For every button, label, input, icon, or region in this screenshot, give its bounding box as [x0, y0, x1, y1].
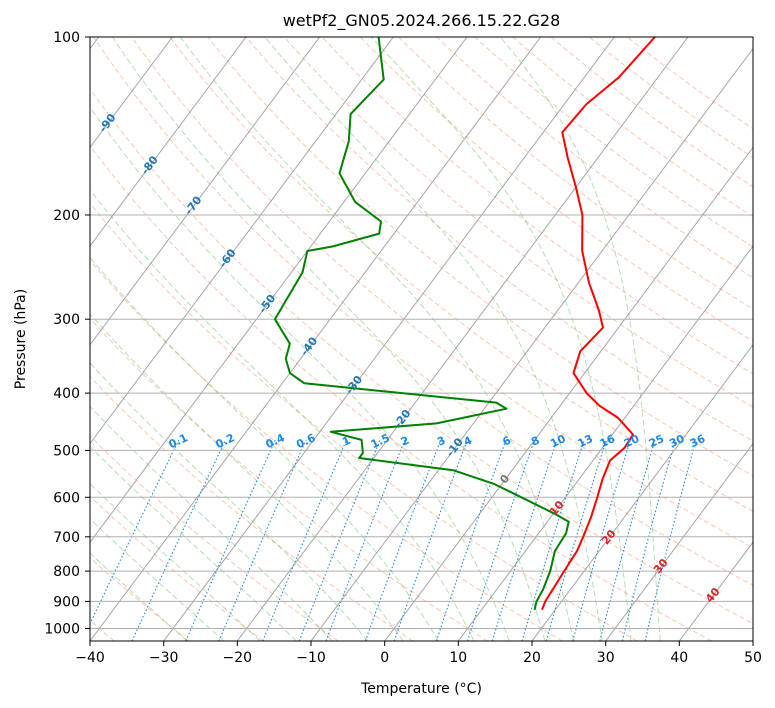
mixing-ratio-line: [298, 439, 381, 641]
moist-adiabat: [90, 106, 510, 641]
mixing-ratio-label: 10: [548, 432, 568, 450]
isotherm: [90, 37, 468, 544]
x-tick-label: −30: [149, 650, 179, 666]
dry-adiabat: [90, 88, 753, 625]
isotherm: [90, 37, 247, 247]
isotherm: [90, 37, 542, 641]
x-tick-label: 40: [670, 650, 688, 666]
moist-adiabat: [179, 37, 575, 641]
isotherm: [310, 47, 753, 641]
moist-adiabat: [90, 445, 297, 641]
isotherm: [90, 37, 394, 445]
isotherm: [531, 343, 753, 641]
mixing-ratio-line: [644, 439, 697, 641]
x-axis: −40 −30 −20 −10 0 10 20 30 40 50: [75, 641, 762, 666]
mixing-ratio-line: [262, 439, 348, 641]
y-tick-label: 1000: [44, 622, 80, 638]
mixing-ratio-label: 25: [647, 432, 666, 450]
y-tick-label: 600: [53, 490, 80, 506]
moist-adiabat: [90, 313, 404, 641]
dry-adiabat: [131, 37, 753, 549]
mixing-ratio-line: [185, 439, 276, 641]
moist-adiabat: [90, 405, 333, 641]
mixing-ratio-line: [393, 439, 468, 641]
isotherm: [163, 37, 615, 641]
y-tick-label: 100: [53, 30, 80, 46]
x-tick-label: 50: [744, 650, 762, 666]
x-tick-label: 0: [380, 650, 389, 666]
y-tick-label: 500: [53, 443, 80, 459]
isotherm: [236, 37, 689, 641]
mixing-ratio-label: 30: [667, 432, 687, 450]
mixing-ratio-line: [621, 439, 676, 641]
x-tick-label: 30: [597, 650, 615, 666]
dry-adiabat: [245, 37, 753, 442]
mixing-ratio-line: [90, 439, 180, 626]
y-tick-label: 400: [53, 386, 80, 402]
dry-adiabat: [360, 37, 753, 342]
mixing-ratio-label: 16: [598, 432, 618, 450]
mixing-ratio-line: [218, 439, 307, 641]
moist-adiabat: [371, 37, 632, 641]
profile-series: [273, 37, 656, 611]
background-lines: [90, 37, 753, 641]
x-tick-label: −40: [75, 650, 105, 666]
moist-adiabat: [90, 256, 439, 641]
dry-adiabat: [398, 37, 753, 310]
isotherm: [384, 146, 753, 641]
moist-adiabat: [264, 37, 603, 641]
mixing-ratio-label: 36: [688, 432, 708, 450]
moist-adiabat: [90, 362, 369, 641]
y-tick-label: 200: [53, 208, 80, 224]
isotherm: [457, 245, 753, 641]
y-axis: 100 200 300 400 500 600 700 800 900 1000: [44, 30, 90, 638]
y-axis-label: Pressure (hPa): [13, 289, 29, 389]
moist-adiabat: [90, 482, 261, 641]
mixing-ratio-line: [435, 439, 507, 641]
plot-frame: [89, 36, 754, 642]
y-tick-label: 300: [53, 312, 80, 328]
mixing-ratio-line: [131, 439, 227, 641]
y-tick-label: 800: [53, 564, 80, 580]
y-tick-label: 900: [53, 594, 80, 610]
dry-adiabat: [90, 317, 488, 641]
x-tick-label: 10: [449, 650, 467, 666]
pressure-grid: [90, 37, 753, 629]
dry-adiabat: [474, 37, 753, 248]
dry-adiabat: [90, 495, 264, 641]
x-tick-label: −20: [223, 650, 253, 666]
moist-adiabat: [90, 189, 475, 641]
temperature-profile: [541, 37, 656, 611]
dry-adiabat: [283, 37, 753, 408]
isotherm: [90, 37, 321, 346]
isotherm: [90, 37, 173, 149]
x-tick-label: 20: [523, 650, 541, 666]
moist-adiabat: [111, 37, 546, 641]
moist-adiabat: [500, 37, 661, 641]
mixing-ratio-line: [599, 439, 656, 641]
dewpoint-profile: [273, 37, 570, 611]
mixing-ratio-line: [466, 439, 535, 641]
isotherm: [605, 442, 753, 641]
dry-adiabat: [93, 37, 753, 586]
mixing-ratio-label: 20: [622, 432, 642, 450]
mixing-ratio-label: 13: [576, 432, 595, 450]
mixing-ratio-line: [491, 439, 558, 641]
mixing-ratio-line: [325, 439, 406, 641]
dry-adiabat: [321, 37, 753, 375]
y-tick-label: 700: [53, 530, 80, 546]
x-tick-label: −10: [296, 650, 326, 666]
x-axis-label: Temperature (°C): [360, 681, 482, 697]
dry-adiabat: [90, 145, 712, 641]
dry-adiabat: [588, 37, 753, 159]
dry-adiabat: [90, 202, 638, 641]
dry-adiabat: [90, 259, 563, 641]
chart-title: wetPf2_GN05.2024.266.15.22.G28: [283, 11, 561, 31]
moist-adiabat: [90, 552, 188, 641]
dry-adiabat: [169, 37, 753, 513]
dry-adiabat: [550, 37, 753, 188]
